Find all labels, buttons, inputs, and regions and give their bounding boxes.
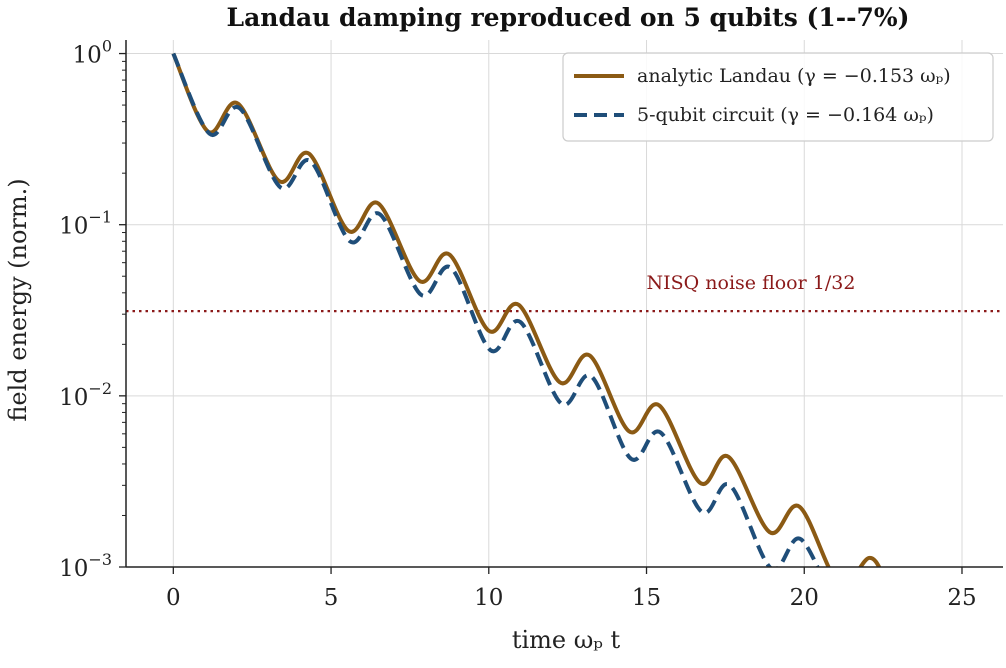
legend: analytic Landau (γ = −0.153 ωₚ) 5-qubit … — [562, 52, 994, 142]
series-layer — [171, 52, 882, 567]
y-tick-label: 10−3 — [59, 550, 112, 582]
x-axis-label: time ωₚ t — [512, 626, 621, 654]
y-tick-label: 10−1 — [59, 208, 112, 240]
legend-box — [562, 52, 994, 142]
annotations: NISQ noise floor 1/32 — [126, 272, 1003, 313]
legend-entry-analytic: analytic Landau (γ = −0.153 ωₚ) — [637, 65, 951, 87]
legend-entry-circuit: 5-qubit circuit (γ = −0.164 ωₚ) — [637, 104, 934, 126]
x-tick-label: 5 — [324, 585, 339, 611]
series-line-1 — [171, 52, 820, 567]
noise-floor-label: NISQ noise floor 1/32 — [647, 272, 856, 294]
y-tick-label: 10−2 — [59, 379, 112, 411]
x-tick-label: 25 — [947, 585, 976, 611]
y-axis-label: field energy (norm.) — [4, 178, 32, 421]
y-ticks: 100 10−1 10−2 10−3 — [59, 37, 126, 582]
x-ticks: 0 5 10 15 20 25 — [166, 567, 977, 611]
axes — [125, 40, 1003, 568]
x-tick-label: 15 — [632, 585, 661, 611]
x-tick-label: 0 — [166, 585, 181, 611]
x-tick-label: 10 — [474, 585, 503, 611]
series-line-0 — [171, 52, 882, 567]
y-tick-label: 100 — [73, 37, 112, 69]
chart-title: Landau damping reproduced on 5 qubits (1… — [227, 3, 910, 32]
x-tick-label: 20 — [790, 585, 819, 611]
